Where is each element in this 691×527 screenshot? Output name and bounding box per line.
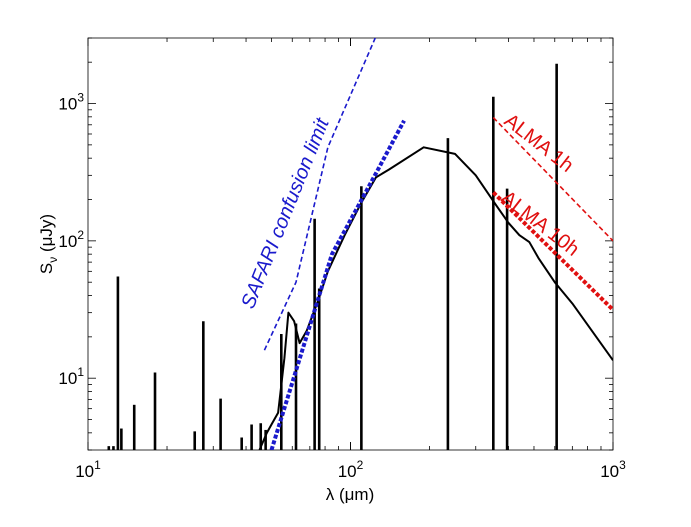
x-tick-label: 101: [75, 458, 101, 481]
series-line-safari-confusion-limit: [263, 38, 377, 351]
y-tick-label: 102: [58, 228, 84, 251]
y-tick-label: 103: [58, 91, 84, 114]
series-line-alma-10h: [491, 191, 613, 312]
x-tick-label: 102: [338, 458, 364, 481]
x-axis-title: λ (μm): [326, 485, 375, 504]
data-layer: [107, 38, 613, 450]
x-tick-label: 103: [600, 458, 626, 481]
y-axis-label: Sν (μJy): [37, 214, 60, 274]
series-line-alma-1h: [492, 117, 613, 242]
y-axis-title: Sν (μJy): [37, 214, 60, 274]
y-tick-label: 101: [58, 365, 84, 388]
tick-labels: 101 102 103 101 102 103: [58, 91, 626, 481]
x-axis-label: λ (μm): [326, 485, 375, 504]
series-line-safari-model-fit: [269, 119, 406, 450]
